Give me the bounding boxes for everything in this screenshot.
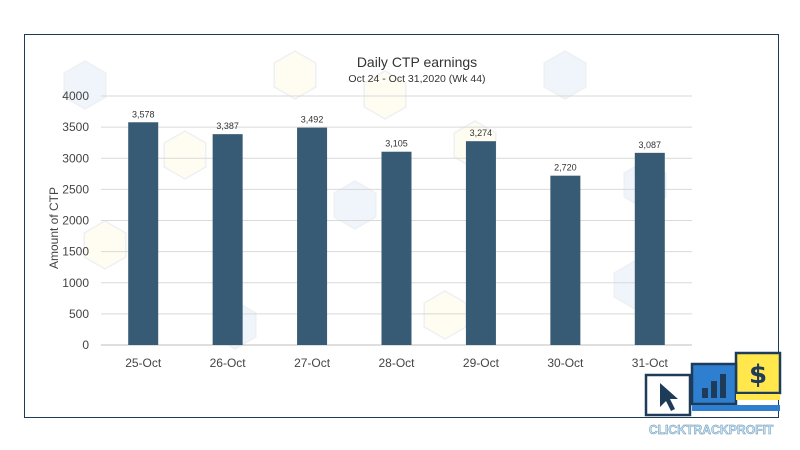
logo-text: CLICKTRACKPROFIT: [649, 423, 774, 437]
y-tick-label: 4000: [62, 89, 89, 103]
clicktrackprofit-logo: $ CLICKTRACKPROFIT: [644, 351, 782, 437]
bar: [381, 151, 412, 345]
x-tick-label: 26-Oct: [210, 356, 247, 370]
y-tick-label: 3500: [62, 120, 89, 134]
y-tick-label: 1500: [62, 245, 89, 259]
watermark-hexagon: [163, 130, 207, 180]
bar: [634, 152, 665, 345]
watermark-hexagon: [273, 50, 317, 100]
cursor-icon: [660, 383, 678, 411]
watermark-hexagon: [333, 180, 377, 230]
x-tick-label: 30-Oct: [547, 356, 584, 370]
bar: [128, 122, 159, 345]
bar: [297, 127, 328, 345]
chart-area: Daily CTP earnings Oct 24 - Oct 31,2020 …: [47, 50, 692, 370]
bar: [465, 141, 496, 345]
y-tick-label: 0: [82, 338, 89, 352]
x-tick-label: 31-Oct: [632, 356, 669, 370]
y-tick-label: 2000: [62, 214, 89, 228]
data-label: 3,105: [385, 139, 408, 149]
chart-subtitle: Oct 24 - Oct 31,2020 (Wk 44): [348, 73, 485, 85]
y-tick-label: 2500: [62, 182, 89, 196]
chart-title: Daily CTP earnings: [357, 54, 477, 70]
bar: [212, 134, 243, 345]
x-tick-label: 29-Oct: [463, 356, 500, 370]
watermark-hexagon: [363, 70, 407, 120]
watermark-hexagon: [63, 60, 107, 110]
dollar-icon: $: [749, 360, 767, 390]
y-tick-label: 500: [69, 307, 89, 321]
data-label: 3,492: [301, 115, 324, 125]
data-label: 3,087: [639, 140, 662, 150]
x-tick-label: 27-Oct: [294, 356, 331, 370]
x-tick-label: 25-Oct: [125, 356, 162, 370]
y-axis-ticks: 0 500 1000 1500 2000 2500 3000 3500 4000: [62, 89, 89, 352]
chart-frame: Daily CTP earnings Oct 24 - Oct 31,2020 …: [24, 34, 779, 418]
bar: [550, 175, 581, 345]
y-tick-label: 1000: [62, 276, 89, 290]
data-label: 3,387: [216, 121, 239, 131]
y-axis-label: Amount of CTP: [47, 187, 61, 269]
y-tick-label: 3000: [62, 151, 89, 165]
x-tick-label: 28-Oct: [378, 356, 415, 370]
data-label: 3,578: [132, 109, 155, 119]
watermark-hexagon: [83, 220, 127, 270]
watermark-hexagon: [543, 50, 587, 100]
data-label: 3,274: [470, 128, 493, 138]
watermark-hexagon: [423, 290, 467, 340]
x-axis-ticks: 25-Oct 26-Oct 27-Oct 28-Oct 29-Oct 30-Oct 31-O…: [125, 356, 668, 370]
bars: 3,578 3,387 3,492 3,105 3,274 2,720 3,087: [128, 109, 665, 345]
data-label: 2,720: [554, 163, 577, 173]
bar-chart-icon: [702, 374, 726, 398]
